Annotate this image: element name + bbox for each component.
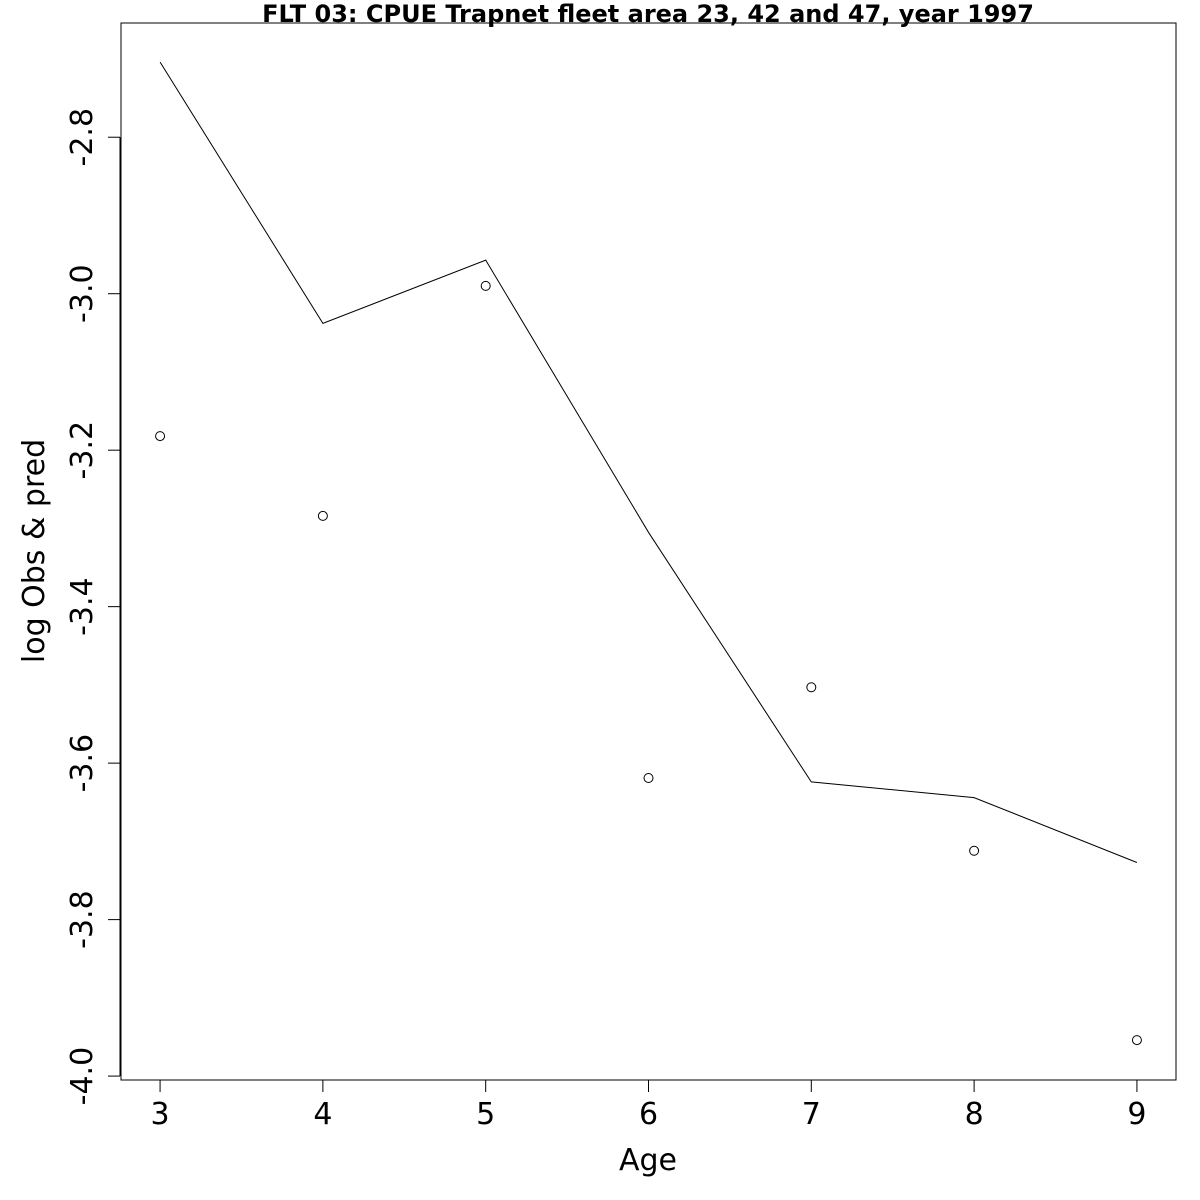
predicted-line: [159, 61, 1138, 863]
y-tick-label: -3.6: [65, 734, 100, 793]
observed-point: [317, 510, 328, 521]
x-tick-label: 4: [313, 1097, 332, 1132]
plot-frame: [120, 22, 1177, 1081]
observed-point: [1131, 1035, 1142, 1046]
y-tick-label: -3.4: [65, 577, 100, 636]
y-tick-label: -3.2: [65, 421, 100, 480]
y-axis-label: log Obs & pred: [17, 439, 52, 663]
x-axis-label: Age: [619, 1143, 677, 1178]
observed-point: [643, 773, 654, 783]
chart-title: FLT 03: CPUE Trapnet fleet area 23, 42 a…: [262, 0, 1034, 28]
x-tick-label: 6: [639, 1097, 658, 1132]
x-axis: 3 4 5 6 7 8 9: [151, 1079, 1146, 1132]
y-axis: -4.0 -3.8 -3.6 -3.4 -3.2 -3.0 -2.8: [65, 108, 121, 1106]
y-tick-label: -3.0: [65, 264, 100, 323]
x-tick-label: 7: [802, 1097, 821, 1132]
x-tick-label: 3: [151, 1097, 170, 1132]
x-tick-label: 5: [476, 1097, 495, 1132]
observed-point: [480, 280, 491, 291]
x-tick-label: 9: [1127, 1097, 1146, 1132]
x-tick-label: 8: [965, 1097, 984, 1132]
y-tick-label: -2.8: [65, 108, 100, 167]
observed-point: [806, 682, 817, 693]
y-tick-label: -4.0: [65, 1047, 100, 1106]
y-tick-label: -3.8: [65, 890, 100, 949]
observed-point: [155, 431, 166, 442]
series-layer: [155, 61, 1142, 1046]
observed-point: [969, 845, 980, 856]
